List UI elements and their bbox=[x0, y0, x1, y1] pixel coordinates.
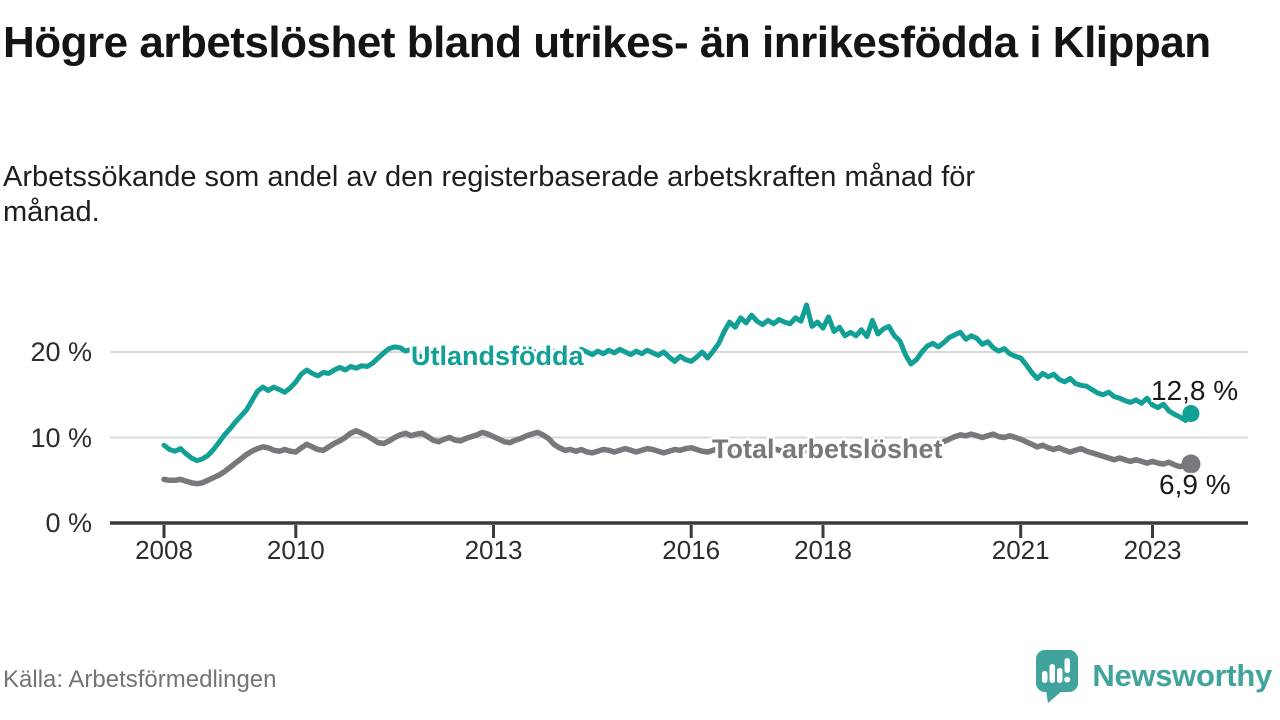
x-tick-label: 2021 bbox=[991, 535, 1050, 565]
end-value-label-total-arbetsloshet: 6,9 % bbox=[1159, 469, 1231, 500]
page-subtitle: Arbetssökande som andel av den registerb… bbox=[3, 161, 976, 229]
source-credit: Källa: Arbetsförmedlingen bbox=[3, 666, 277, 693]
x-tick-label: 2013 bbox=[464, 535, 523, 565]
x-tick-label: 2023 bbox=[1123, 535, 1182, 565]
series-label-utlandsfodda: Utlandsfödda bbox=[411, 341, 584, 371]
series-line bbox=[161, 427, 1194, 487]
series-end-dot bbox=[1181, 454, 1201, 474]
unemployment-line-chart bbox=[110, 302, 1248, 538]
y-tick-label: 10 % bbox=[30, 422, 92, 453]
page-title: Högre arbetslöshet bland utrikes- än inr… bbox=[3, 18, 1211, 67]
newsworthy-logo: Newsworthy bbox=[1034, 648, 1272, 704]
x-tick-label: 2010 bbox=[266, 535, 325, 565]
x-tick-label: 2016 bbox=[662, 535, 721, 565]
series-end-dot bbox=[1182, 405, 1200, 423]
series-line bbox=[161, 302, 1194, 464]
series-label-total-arbetsloshet: Total arbetslöshet bbox=[712, 434, 943, 464]
newsworthy-logo-icon bbox=[1036, 650, 1079, 703]
y-tick-label: 0 % bbox=[45, 508, 92, 538]
x-tick-label: 2008 bbox=[135, 535, 193, 565]
end-value-label-utlandsfodda: 12,8 % bbox=[1151, 375, 1239, 406]
newsworthy-logo-text: Newsworthy bbox=[1092, 658, 1272, 693]
x-tick-label: 2018 bbox=[794, 535, 852, 565]
y-tick-label: 20 % bbox=[30, 337, 92, 367]
